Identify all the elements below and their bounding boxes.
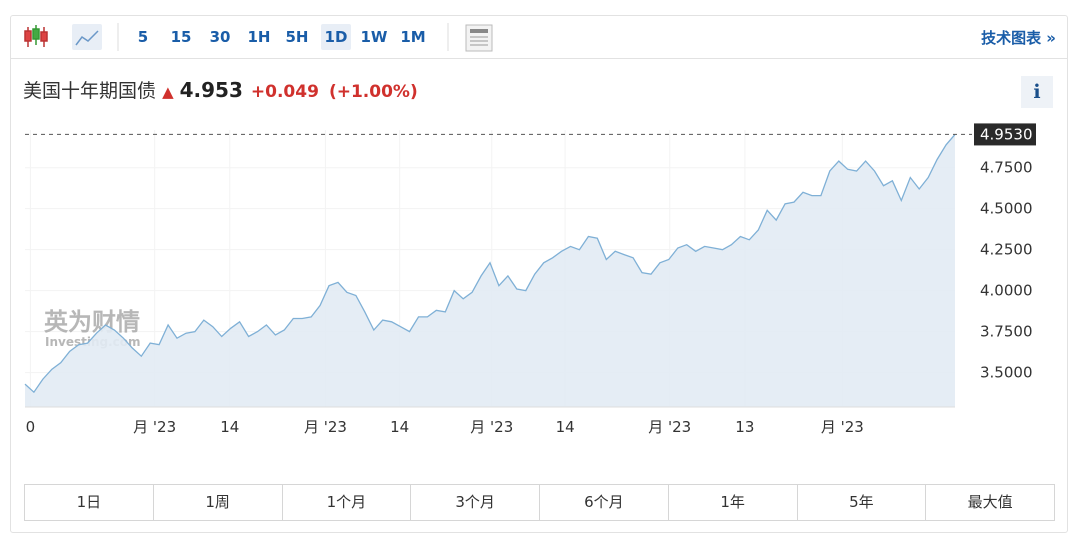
interval-button[interactable]: 15 xyxy=(170,28,192,46)
widget-frame xyxy=(10,15,1068,533)
interval-button[interactable]: 5H xyxy=(285,28,309,46)
change-pct: (+1.00%) xyxy=(328,82,418,102)
y-tick-label: 4.2500 xyxy=(980,241,1033,259)
x-tick-label: 14 xyxy=(390,418,409,436)
area-icon[interactable] xyxy=(72,24,102,50)
interval-button[interactable]: 30 xyxy=(209,28,231,46)
info-button[interactable]: i xyxy=(1021,76,1053,108)
range-button[interactable]: 1年 xyxy=(667,485,797,520)
x-tick-label: 13 xyxy=(735,418,754,436)
range-button[interactable]: 1周 xyxy=(152,485,282,520)
y-tick-label: 4.0000 xyxy=(980,282,1033,300)
x-tick-label: 0 xyxy=(26,418,36,436)
range-button[interactable]: 1日 xyxy=(76,493,102,511)
x-tick-label: 14 xyxy=(220,418,239,436)
range-button[interactable]: 6个月 xyxy=(539,485,668,520)
y-tick-label: 3.7500 xyxy=(980,323,1033,341)
range-button[interactable]: 3个月 xyxy=(410,485,539,520)
interval-button[interactable]: 1D xyxy=(321,24,351,50)
price: 4.953 xyxy=(179,78,243,102)
x-tick-label: 月 '23 xyxy=(470,418,513,436)
x-tick-label: 月 '23 xyxy=(133,418,176,436)
range-button[interactable]: 1个月 xyxy=(281,485,411,520)
range-selector: 1日 1周 1个月 3个月 6个月 1年 5年 最大值 xyxy=(24,484,1055,521)
range-button[interactable]: 5年 xyxy=(796,485,926,520)
candlestick-icon[interactable] xyxy=(24,25,48,47)
y-tick-label: 4.7500 xyxy=(980,159,1033,177)
area-fill xyxy=(25,134,955,407)
last-value-label: 4.9530 xyxy=(980,125,1033,143)
interval-button[interactable]: 1M xyxy=(400,28,426,46)
interval-button[interactable]: 1H xyxy=(247,28,271,46)
change: +0.049 xyxy=(250,82,319,102)
x-tick-label: 月 '23 xyxy=(648,418,691,436)
interval-button[interactable]: 5 xyxy=(137,28,149,46)
up-arrow: ▲ xyxy=(162,83,174,101)
range-button[interactable]: 最大值 xyxy=(925,485,1054,520)
last-value-box xyxy=(974,123,1036,146)
table-icon[interactable] xyxy=(464,23,494,53)
y-tick-label: 4.5000 xyxy=(980,200,1033,218)
instrument-name: 美国十年期国债 xyxy=(23,80,157,102)
technical-chart-link[interactable]: 技术图表 » xyxy=(981,29,1056,47)
chart: 3.5000 3.7500 4.0000 4.2500 4.5000 4.7500 0 月 '… xyxy=(24,123,1036,436)
price-line xyxy=(24,133,956,394)
quote-header: 美国十年期国债 ▲ 4.953 +0.049 (+1.00%) xyxy=(23,76,418,103)
x-tick-label: 月 '23 xyxy=(821,418,864,436)
toolbar-icons xyxy=(24,23,449,51)
toolbar: 技术图表 » 5 15 30 1H 5H 1D 1W 1M xyxy=(10,15,1068,59)
x-tick-label: 14 xyxy=(556,418,575,436)
area-icon-line xyxy=(75,30,99,46)
interval-button[interactable]: 1W xyxy=(360,28,388,46)
y-tick-label: 3.5000 xyxy=(980,364,1033,382)
x-tick-label: 月 '23 xyxy=(304,418,347,436)
watermark-brand: 英为财情 xyxy=(44,308,140,336)
